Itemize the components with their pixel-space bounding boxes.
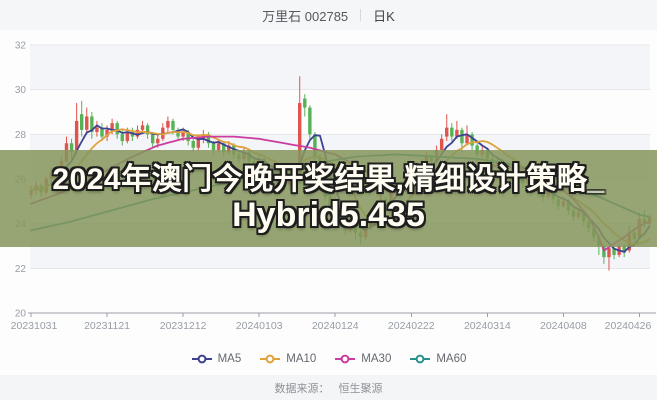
y-tick-label: 24 (15, 219, 27, 230)
legend-item-ma10[interactable]: MA10 (259, 353, 316, 365)
legend-marker-icon (335, 354, 356, 364)
legend-label: MA60 (436, 353, 467, 365)
x-tick-label: 20231121 (84, 320, 130, 332)
footer-bar: 数据来源： 恒生聚源 (0, 375, 657, 400)
legend-item-ma5[interactable]: MA5 (191, 353, 242, 365)
x-tick-label: 20240124 (312, 320, 359, 332)
legend-marker-icon (191, 354, 212, 364)
x-tick-label: 20231212 (160, 320, 207, 332)
y-tick-label: 30 (15, 85, 27, 96)
legend-label: MA5 (217, 353, 242, 365)
y-tick-label: 32 (15, 41, 27, 52)
x-axis: 20231031 20231121 20231212 20240103 20240124… (11, 312, 656, 332)
y-tick-label: 22 (15, 264, 27, 275)
legend-marker-icon (260, 354, 281, 364)
x-tick-label: 20240426 (605, 320, 652, 332)
y-tick-label: 20 (15, 308, 27, 319)
y-axis-labels: 32 30 28 26 24 22 20 (15, 41, 27, 320)
title-separator (360, 9, 362, 21)
legend-label: MA30 (361, 353, 392, 365)
x-tick-label: 20240408 (540, 320, 587, 332)
stock-title: 万里石 002785 (262, 8, 349, 24)
data-source-label: 数据来源： (274, 382, 330, 395)
legend-label: MA10 (286, 353, 317, 365)
data-source-value: 恒生聚源 (338, 382, 383, 395)
x-tick-label: 20231031 (11, 320, 58, 332)
legend-marker-icon (410, 354, 431, 364)
x-tick-label: 20240103 (236, 320, 283, 332)
y-tick-label: 28 (15, 130, 27, 141)
legend-item-ma60[interactable]: MA60 (409, 353, 466, 365)
header-bar: 万里石 002785 日K (0, 0, 657, 30)
chart-legend: MA5 MA10 MA30 MA60 (0, 349, 657, 369)
x-tick-label: 20240222 (388, 320, 435, 332)
period-label[interactable]: 日K (373, 8, 395, 24)
x-tick-label: 20240314 (464, 320, 511, 332)
legend-item-ma30[interactable]: MA30 (334, 353, 391, 365)
y-tick-label: 26 (15, 174, 27, 185)
